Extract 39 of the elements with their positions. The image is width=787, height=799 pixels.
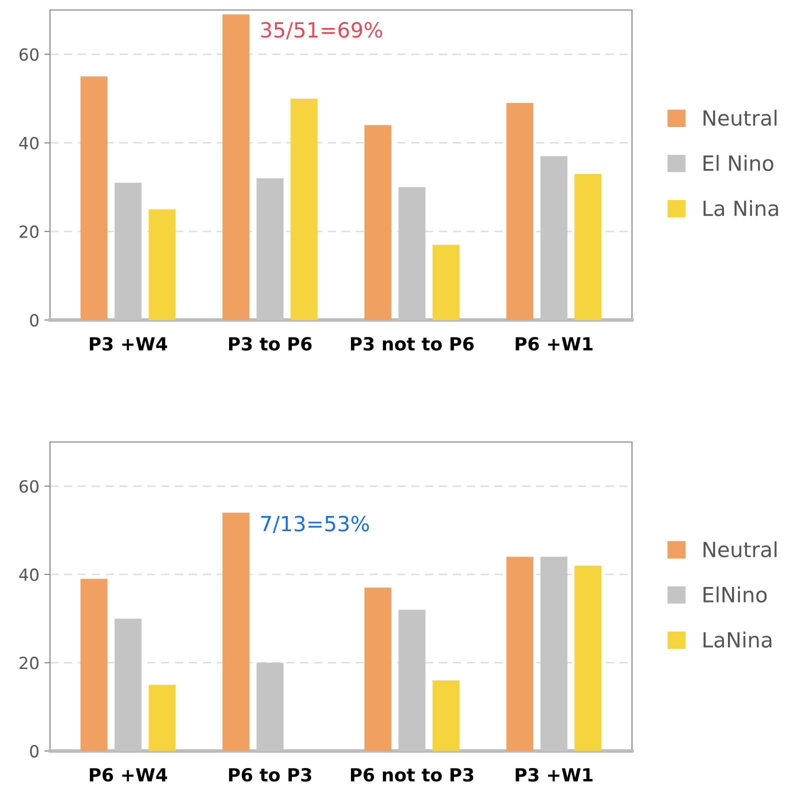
x-tick-label: P3 not to P6 (350, 336, 474, 351)
legend-label: La Nina (704, 200, 778, 216)
bar (80, 76, 108, 320)
bar (364, 125, 392, 320)
bar (148, 209, 176, 320)
legend-label: ElNino (704, 586, 767, 603)
y-tick-label: 0 (30, 744, 38, 758)
legend-label: LaNina (704, 632, 772, 648)
x-tick-label: P3 to P6 (229, 336, 312, 351)
y-tick-label: 60 (20, 480, 38, 493)
x-tick-label: P6 +W4 (90, 768, 168, 782)
x-tick-label: P6 to P3 (229, 768, 312, 782)
bar (364, 588, 392, 751)
bar (506, 556, 534, 751)
bar (222, 512, 250, 751)
bar (290, 98, 318, 320)
y-tick-label: 20 (20, 656, 38, 670)
bar (574, 174, 602, 320)
bar (80, 578, 108, 751)
annotation: 7/13=53% (261, 516, 369, 534)
x-tick-label: P6 not to P3 (350, 768, 474, 782)
x-tick-label: P6 +W1 (516, 337, 593, 351)
y-tick-label: 0 (30, 314, 38, 327)
bar (432, 244, 460, 320)
bar (222, 14, 250, 320)
bar (506, 103, 534, 320)
legend-label: Neutral (704, 541, 776, 558)
legend-label: Neutral (704, 110, 776, 126)
bar (148, 684, 176, 751)
y-tick-label: 40 (19, 568, 38, 581)
y-tick-label: 60 (20, 48, 38, 61)
y-tick-label: 20 (20, 225, 38, 238)
x-tick-label: P3 +W4 (90, 336, 168, 351)
legend-label: El Nino (704, 154, 774, 172)
annotation: 35/51=69% (261, 22, 382, 40)
x-tick-label: P3 +W1 (516, 768, 593, 782)
bar (432, 680, 460, 751)
y-tick-label: 40 (19, 136, 38, 150)
bar (574, 566, 602, 751)
